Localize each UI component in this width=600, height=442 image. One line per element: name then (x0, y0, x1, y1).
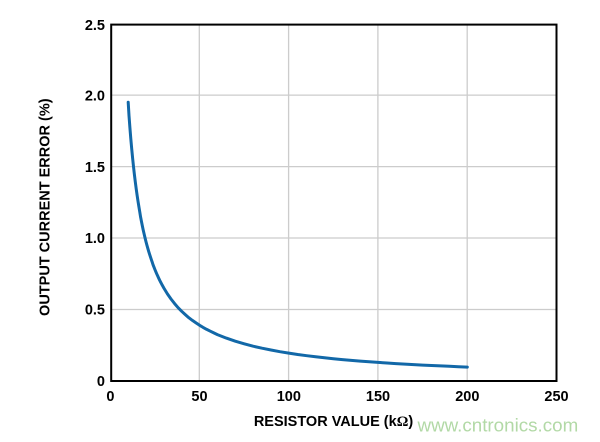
svg-text:0: 0 (97, 374, 105, 390)
svg-text:2.0: 2.0 (85, 88, 105, 104)
svg-text:1.5: 1.5 (85, 160, 105, 176)
svg-text:200: 200 (455, 389, 479, 405)
svg-text:0.5: 0.5 (85, 303, 105, 319)
svg-text:RESISTOR VALUE (kΩ): RESISTOR VALUE (kΩ) (254, 414, 414, 430)
svg-text:100: 100 (277, 389, 301, 405)
svg-text:50: 50 (191, 389, 207, 405)
svg-text:150: 150 (366, 389, 390, 405)
svg-text:250: 250 (544, 389, 568, 405)
svg-text:1.0: 1.0 (85, 231, 105, 247)
svg-text:www.cntronics.com: www.cntronics.com (417, 414, 579, 435)
svg-text:OUTPUT CURRENT ERROR (%): OUTPUT CURRENT ERROR (%) (38, 98, 54, 316)
svg-text:2.5: 2.5 (85, 18, 105, 34)
svg-text:0: 0 (106, 389, 114, 405)
